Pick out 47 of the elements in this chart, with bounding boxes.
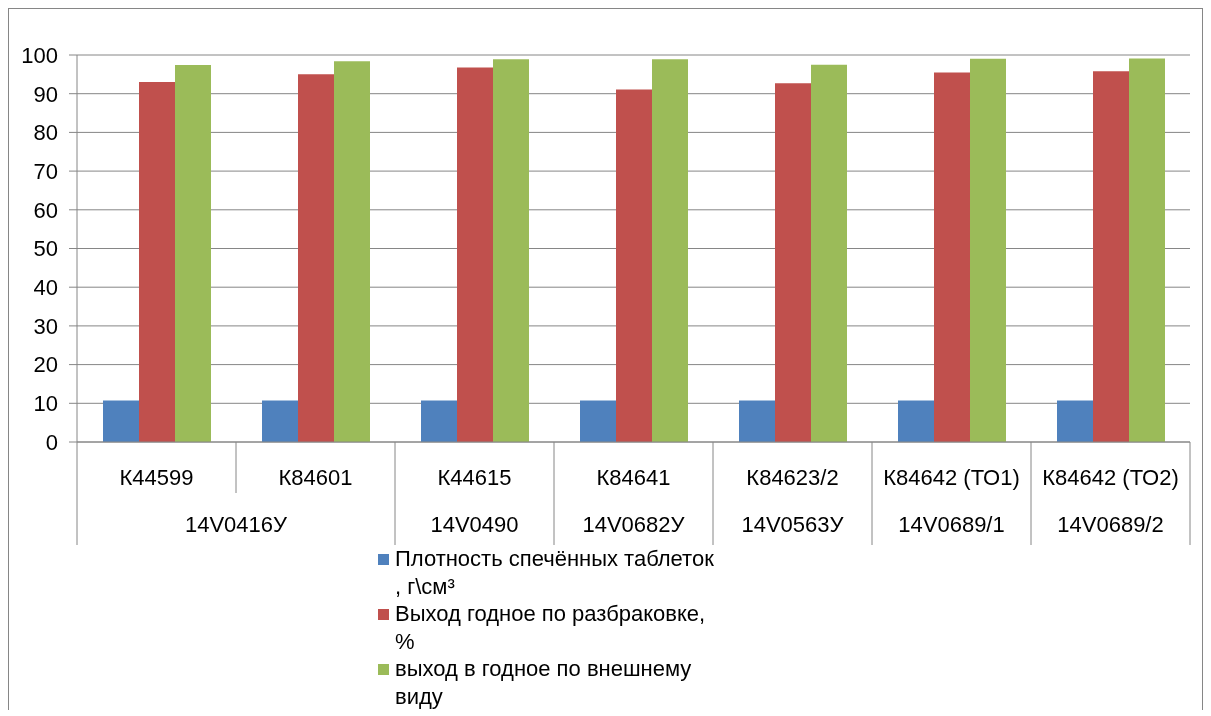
bar: [1093, 71, 1129, 442]
x-tick-label: К84601: [278, 464, 353, 490]
text: 14V0689/1: [898, 511, 1005, 537]
bar: [421, 400, 457, 442]
text: 14V0689/2: [1057, 511, 1164, 537]
bar: [934, 72, 970, 442]
bar: [298, 74, 334, 442]
bar: [970, 58, 1006, 442]
bar: [811, 64, 847, 442]
x-tick-label: К84642 (ТО2): [1042, 464, 1179, 490]
y-tick-label: 60: [33, 197, 58, 223]
y-tick-label: 90: [33, 81, 58, 107]
bar: [334, 61, 370, 442]
bar: [898, 400, 934, 442]
bar: [739, 400, 775, 442]
bar: [1057, 400, 1093, 442]
y-tick-label: 80: [33, 120, 58, 146]
y-tick-label: 50: [33, 236, 58, 262]
bar: [457, 67, 493, 442]
bar: [580, 400, 616, 442]
y-tick-label: 0: [45, 429, 58, 455]
bar: [103, 400, 139, 442]
bar: [652, 59, 688, 442]
y-tick-label: 30: [33, 313, 58, 339]
x-tick-label: К44615: [437, 464, 512, 490]
bar: [139, 82, 175, 442]
y-tick-label: 70: [33, 158, 58, 184]
x-tick-label: К44599: [119, 464, 194, 490]
text: 14V0490: [430, 511, 519, 537]
bar: [775, 83, 811, 442]
legend-label: выход в годное по внешнему виду: [395, 655, 693, 710]
x-tick-label: К84642 (ТО1): [883, 464, 1020, 490]
legend-label: Плотность спечённых таблеток , г\см³: [395, 545, 715, 600]
bar: [175, 65, 211, 442]
bar: [493, 59, 529, 442]
x-tick-label: К84641: [596, 464, 671, 490]
text: 14V0682У: [582, 511, 686, 537]
x-tick-label: К84623/2: [746, 464, 839, 490]
text: 14V0563У: [741, 511, 845, 537]
y-tick-label: 20: [33, 352, 58, 378]
text: 14V0416У: [184, 511, 289, 537]
bar: [1129, 58, 1165, 442]
y-tick-label: 40: [33, 275, 58, 301]
bar: [616, 89, 652, 442]
y-tick-label: 10: [33, 391, 58, 417]
y-tick-label: 100: [21, 42, 58, 68]
bar: [262, 400, 298, 442]
